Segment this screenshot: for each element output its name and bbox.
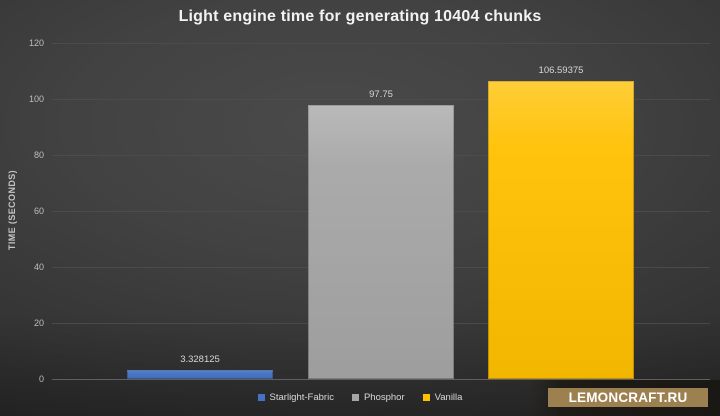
legend-label: Phosphor xyxy=(363,391,405,403)
chart-title: Light engine time for generating 10404 c… xyxy=(178,8,542,25)
y-tick-label: 100 xyxy=(28,94,44,104)
x-axis-line xyxy=(52,379,710,380)
legend-swatch-icon xyxy=(351,393,359,401)
bar-value-label: 3.328125 xyxy=(180,353,220,365)
y-tick-label: 20 xyxy=(33,318,44,328)
bar-starlight-fabric xyxy=(127,369,273,380)
legend-swatch-icon xyxy=(257,393,265,401)
y-tick-label: 40 xyxy=(33,262,44,272)
bar-phosphor xyxy=(308,105,454,379)
y-tick-label: 120 xyxy=(28,38,44,48)
bar-vanilla xyxy=(488,80,634,380)
watermark-badge: LEMONCRAFT.RU xyxy=(548,388,708,407)
y-tick-label: 60 xyxy=(33,206,44,216)
legend-item-starlight-fabric: Starlight-Fabric xyxy=(257,391,334,403)
legend: Starlight-Fabric Phosphor Vanilla xyxy=(0,390,720,404)
legend-label: Vanilla xyxy=(434,391,463,403)
bar-value-label: 106.59375 xyxy=(538,64,584,76)
bar-value-label: 97.75 xyxy=(369,89,393,101)
legend-swatch-icon xyxy=(422,393,430,401)
y-tick-label: 0 xyxy=(38,374,44,384)
gridline xyxy=(52,43,710,44)
gridline xyxy=(52,99,710,100)
legend-item-phosphor: Phosphor xyxy=(351,391,405,403)
legend-item-vanilla: Vanilla xyxy=(422,391,463,403)
y-tick-label: 80 xyxy=(33,150,44,160)
legend-label: Starlight-Fabric xyxy=(269,391,334,403)
